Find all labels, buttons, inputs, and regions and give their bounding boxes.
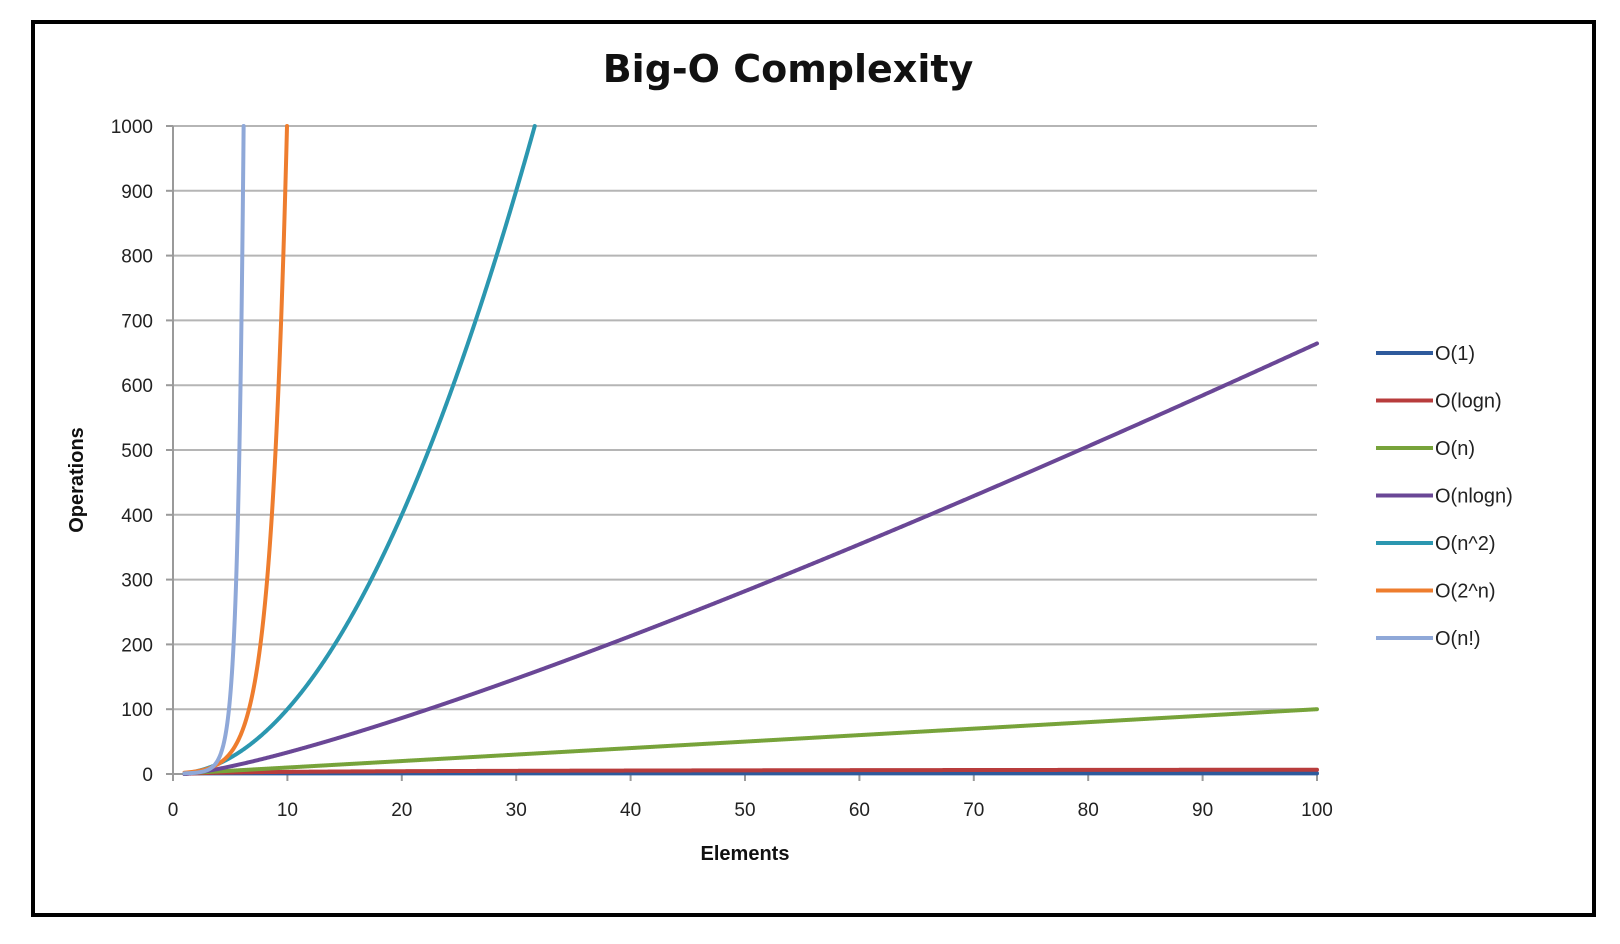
x-tick-label: 10: [277, 800, 298, 821]
chart-title: Big-O Complexity: [603, 47, 974, 91]
gridlines: [166, 125, 1318, 781]
y-tick-label: 200: [121, 635, 153, 656]
y-tick-label: 300: [121, 571, 153, 592]
legend-label-onlogn: O(nlogn): [1435, 486, 1513, 508]
series-line-ologn: [182, 767, 1319, 776]
x-axis-ticks: 0 10 20 30 40 50 60 70 80 90 100: [168, 800, 1333, 821]
y-tick-label: 500: [121, 441, 153, 462]
x-tick-label: 20: [391, 800, 412, 821]
x-tick-label: 40: [620, 800, 641, 821]
x-tick-label: 100: [1301, 800, 1333, 821]
legend-label-on: O(n!): [1435, 628, 1481, 650]
big-o-chart: Big-O Complexity 01002003004005006007008…: [66, 47, 1513, 865]
series-lines: [182, 124, 1319, 776]
y-tick-label: 700: [121, 311, 153, 332]
x-tick-label: 0: [168, 800, 179, 821]
y-tick-label: 400: [121, 506, 153, 527]
series-line-on2: [182, 124, 537, 776]
x-tick-label: 60: [849, 800, 870, 821]
legend-label-o2n: O(2^n): [1435, 581, 1496, 603]
x-tick-label: 30: [506, 800, 527, 821]
y-tick-label: 800: [121, 247, 153, 268]
y-tick-label: 100: [121, 700, 153, 721]
x-tick-label: 90: [1192, 800, 1213, 821]
x-tick-label: 50: [734, 800, 755, 821]
y-tick-label: 900: [121, 182, 153, 203]
chart-frame: Big-O Complexity 0 100 200 300 400 500 600 700 8…: [31, 20, 1596, 917]
legend-label-ologn: O(logn): [1435, 391, 1502, 413]
y-axis-ticks: 0 100 200 300 400 500 600 700 800 900 1000: [111, 117, 153, 786]
y-tick-label: 600: [121, 376, 153, 397]
y-tick-label: 0: [142, 765, 153, 786]
y-tick-label: 1000: [111, 117, 153, 138]
series-line-on: [182, 707, 1319, 776]
series-line-onlogn: [182, 341, 1319, 776]
legend-label-on: O(n): [1435, 438, 1475, 460]
legend: O(1) O(logn) O(n) O(nlogn) O(n^2) O(2^n) O(n!): [1376, 343, 1513, 650]
series-line-on: [182, 124, 246, 776]
legend-label-on2: O(n^2): [1435, 533, 1496, 555]
x-axis-title: Elements: [701, 843, 790, 865]
x-tick-label: 80: [1078, 800, 1099, 821]
y-axis-title: Operations: [66, 427, 88, 533]
x-tick-label: 70: [963, 800, 984, 821]
legend-label-o1: O(1): [1435, 343, 1475, 365]
